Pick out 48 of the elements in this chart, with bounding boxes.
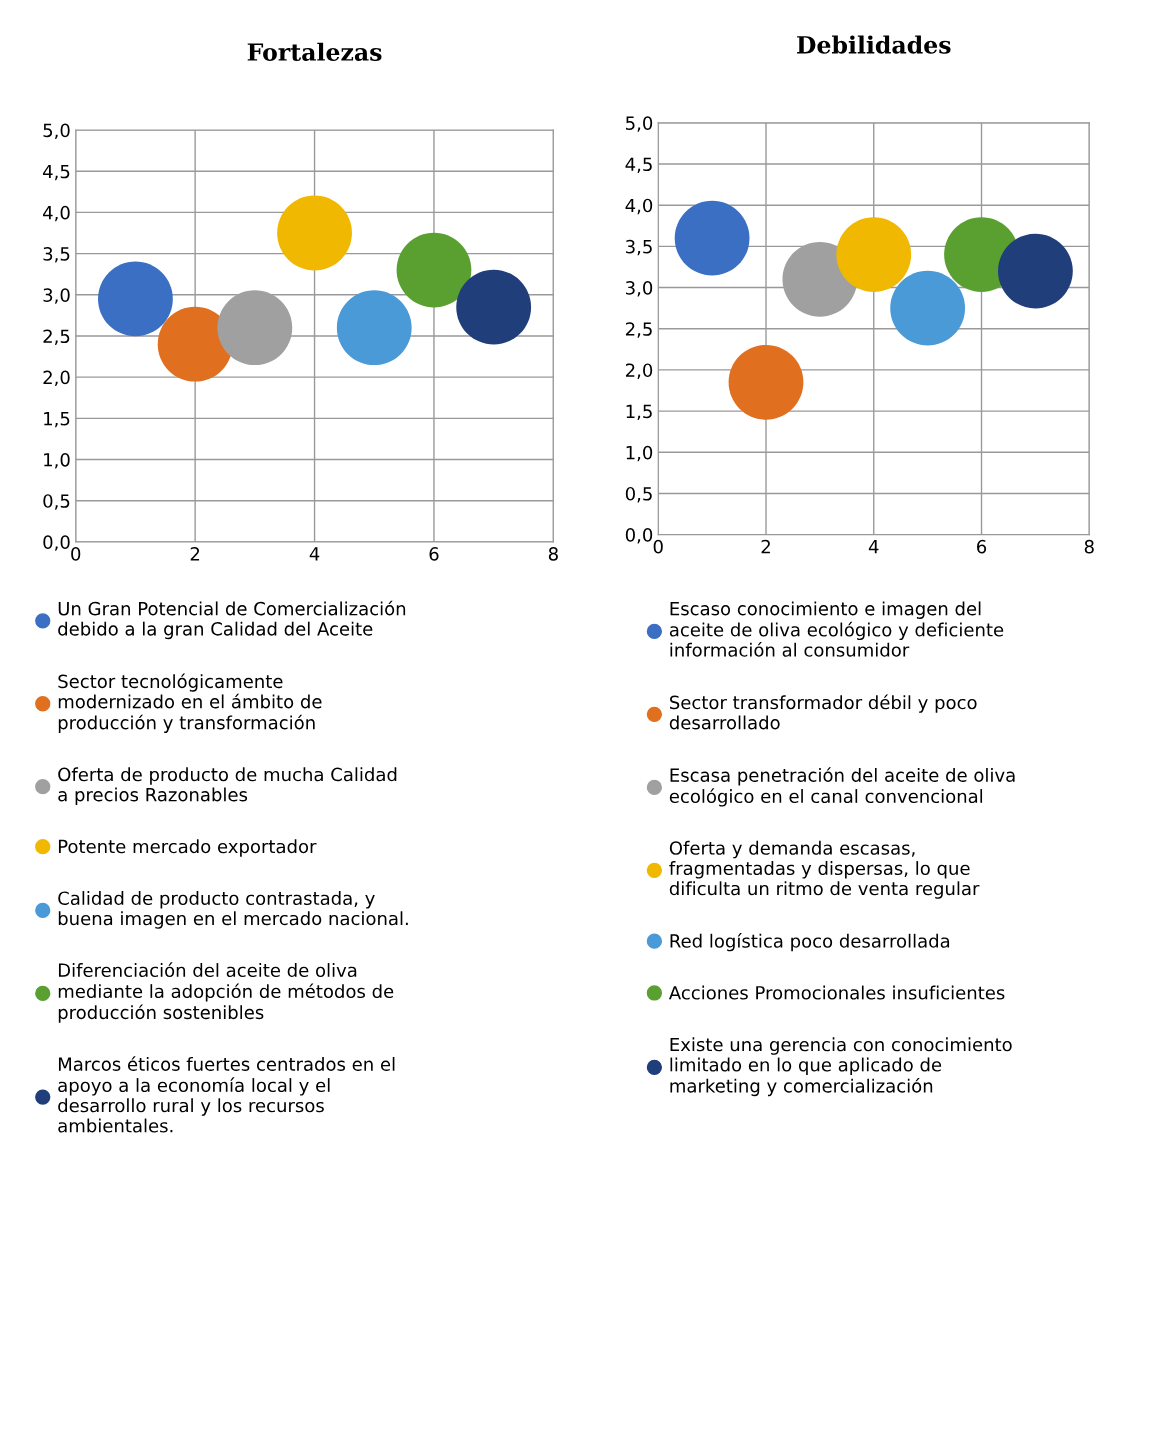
x-tick-label: 2 — [190, 547, 200, 561]
chart-title: Debilidades — [797, 35, 951, 54]
legend-label: Sector transformador débil y poco desarrollado — [669, 694, 977, 730]
legend-label: Oferta y demanda escasas, fragmentadas y dispersas, lo que dificulta un ritmo de venta regular — [669, 840, 980, 899]
y-tick-label: 4,5 — [43, 164, 70, 181]
legend-label: Existe una gerencia con conocimiento limitado en lo que aplicado de marketing y comercialización — [670, 1037, 1012, 1097]
y-tick-label: 2,5 — [43, 329, 70, 345]
x-tick-label: 8 — [1084, 539, 1094, 554]
legend-label: Acciones Promocionales insuficientes — [668, 985, 1005, 1000]
y-tick-label: 5,0 — [43, 123, 70, 140]
y-tick-label: 0,5 — [43, 494, 70, 510]
legend-label: Potente mercado exportador — [58, 839, 317, 857]
y-tick-label: 1,0 — [626, 445, 653, 462]
x-tick-label: 6 — [429, 547, 439, 561]
y-tick-label: 4,0 — [625, 198, 653, 215]
legend-label: Marcos éticos fuertes centrados en el apoyo a la economía local y el desarrollo rural y los recursos ambientales. — [58, 1056, 395, 1133]
legend-label: Escasa penetración del aceite de oliva ecológico en el canal convencional — [669, 767, 1015, 807]
y-tick-label: 0,0 — [625, 528, 653, 544]
y-tick-label: 1,5 — [626, 404, 652, 421]
legend-label: Un Gran Potencial de Comercialización debido a la gran Calidad del Aceite — [58, 600, 406, 640]
x-tick-label: 0 — [653, 539, 663, 554]
legend-label: Diferenciación del aceite de oliva mediante la adopción de métodos de producción sostenibles — [58, 962, 394, 1023]
legend-label: Red logística poco desarrollada — [670, 933, 950, 952]
y-tick-label: 3,0 — [626, 281, 653, 297]
y-tick-label: 4,5 — [625, 157, 652, 173]
x-tick-label: 4 — [309, 547, 320, 561]
y-tick-label: 1,0 — [44, 452, 70, 469]
chart-title: Fortalezas — [247, 42, 382, 61]
y-tick-label: 0,5 — [625, 486, 652, 503]
y-tick-label: 3,5 — [43, 247, 70, 263]
legend-label: Oferta de producto de mucha Calidad a precios Razonables — [58, 767, 397, 805]
y-tick-label: 3,5 — [626, 239, 652, 256]
x-tick-label: 6 — [977, 539, 987, 554]
y-tick-label: 2,0 — [625, 363, 653, 379]
y-tick-label: 3,0 — [43, 288, 70, 304]
legend-label: Calidad de producto contrastada, y buena imagen en el mercado nacional. — [58, 891, 408, 929]
x-tick-label: 4 — [868, 540, 879, 554]
legend-label: Escaso conocimiento e imagen del aceite de oliva ecológico y deficiente información al consumidor — [669, 601, 1004, 657]
y-tick-label: 2,5 — [625, 322, 652, 338]
x-tick-label: 8 — [548, 547, 558, 561]
y-tick-label: 1,5 — [44, 412, 70, 428]
y-tick-label: 2,0 — [43, 370, 70, 387]
y-tick-label: 5,0 — [626, 116, 653, 132]
x-tick-label: 2 — [761, 539, 770, 554]
x-tick-label: 0 — [71, 547, 81, 561]
legend-label: Sector tecnológicamente modernizado en el ámbito de producción y transformación — [58, 673, 322, 733]
y-tick-label: 4,0 — [43, 205, 70, 222]
y-tick-label: 0,0 — [43, 535, 70, 551]
